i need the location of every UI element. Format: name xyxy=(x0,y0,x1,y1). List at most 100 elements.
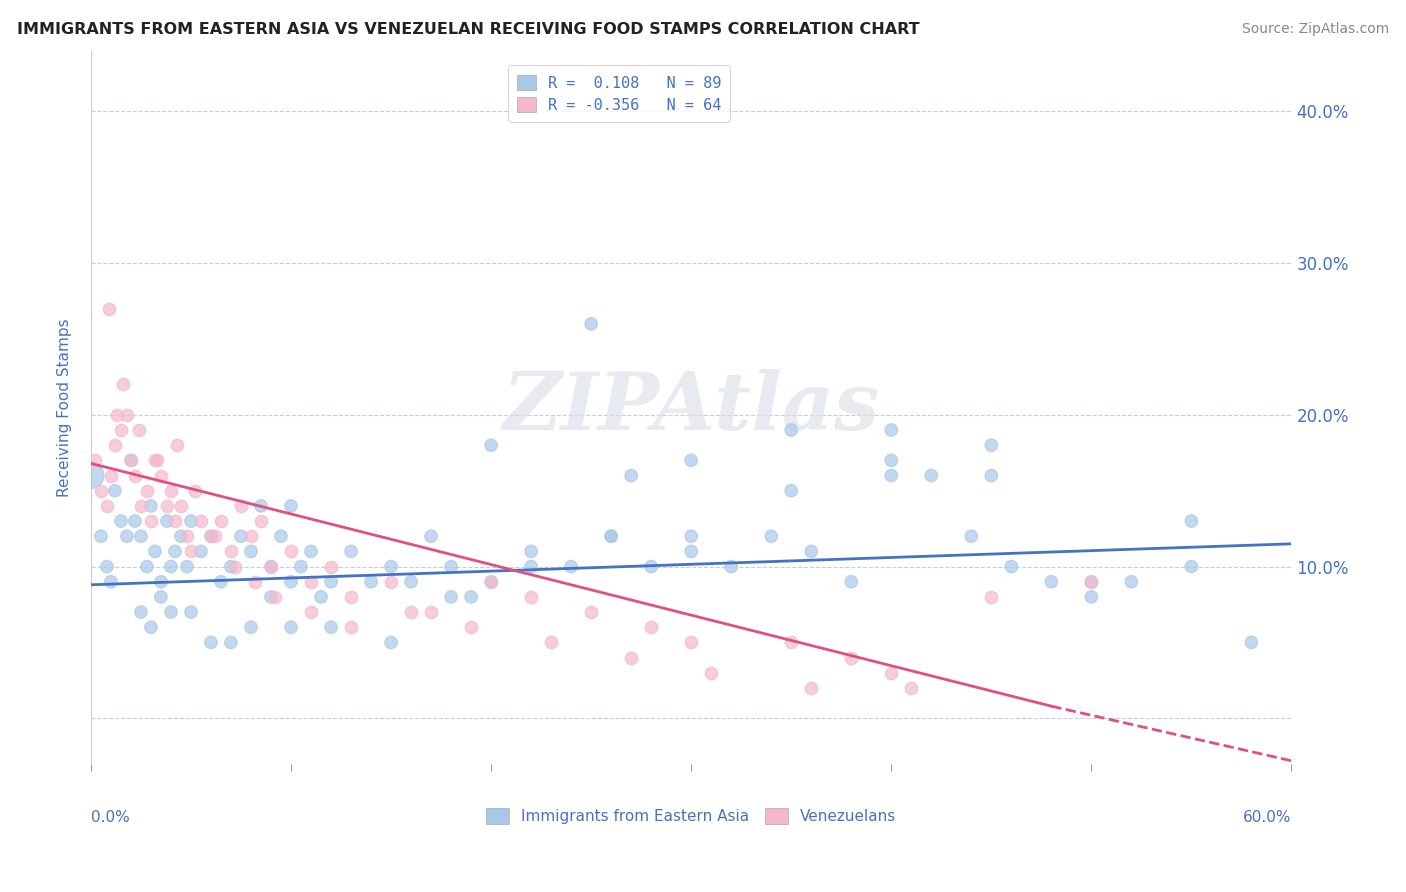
Point xyxy=(681,453,703,467)
Point xyxy=(290,559,312,574)
Point xyxy=(100,468,122,483)
Point xyxy=(128,423,150,437)
Point xyxy=(176,559,198,574)
Text: Source: ZipAtlas.com: Source: ZipAtlas.com xyxy=(1241,22,1389,37)
Point xyxy=(460,620,482,634)
Point xyxy=(880,423,903,437)
Point xyxy=(340,590,363,604)
Point xyxy=(1240,635,1263,649)
Point xyxy=(166,438,188,452)
Point xyxy=(120,453,142,467)
Point xyxy=(250,499,273,513)
Point xyxy=(190,514,212,528)
Point xyxy=(420,605,443,619)
Point xyxy=(160,483,183,498)
Point xyxy=(176,529,198,543)
Point xyxy=(240,544,263,558)
Point xyxy=(520,590,543,604)
Point xyxy=(110,423,132,437)
Point xyxy=(104,483,127,498)
Point xyxy=(84,453,107,467)
Point xyxy=(479,574,502,589)
Point xyxy=(219,559,242,574)
Point xyxy=(780,635,803,649)
Point xyxy=(1080,590,1102,604)
Point xyxy=(800,544,823,558)
Point xyxy=(560,559,582,574)
Point xyxy=(90,529,112,543)
Point xyxy=(520,544,543,558)
Point xyxy=(200,529,222,543)
Point xyxy=(640,620,662,634)
Point xyxy=(681,529,703,543)
Point xyxy=(96,559,118,574)
Point xyxy=(170,529,193,543)
Point xyxy=(240,620,263,634)
Point xyxy=(761,529,783,543)
Point xyxy=(149,590,172,604)
Point xyxy=(219,635,242,649)
Point xyxy=(600,529,623,543)
Point xyxy=(204,529,226,543)
Text: 60.0%: 60.0% xyxy=(1243,810,1292,825)
Point xyxy=(319,620,342,634)
Point xyxy=(97,301,120,316)
Point xyxy=(200,529,222,543)
Point xyxy=(180,605,202,619)
Point xyxy=(129,529,152,543)
Point xyxy=(139,499,162,513)
Point xyxy=(800,681,823,695)
Point xyxy=(440,559,463,574)
Point xyxy=(980,468,1002,483)
Point xyxy=(880,453,903,467)
Point xyxy=(129,605,152,619)
Point xyxy=(600,529,623,543)
Point xyxy=(124,468,146,483)
Point xyxy=(240,529,263,543)
Point xyxy=(1040,574,1063,589)
Point xyxy=(96,499,118,513)
Text: 0.0%: 0.0% xyxy=(91,810,129,825)
Point xyxy=(1000,559,1022,574)
Point xyxy=(681,544,703,558)
Point xyxy=(90,483,112,498)
Point xyxy=(149,574,172,589)
Point xyxy=(229,499,252,513)
Point xyxy=(260,559,283,574)
Point xyxy=(110,514,132,528)
Point xyxy=(139,514,162,528)
Point xyxy=(479,438,502,452)
Point xyxy=(209,574,232,589)
Point xyxy=(1180,514,1202,528)
Point xyxy=(839,574,862,589)
Point xyxy=(200,635,222,649)
Point xyxy=(229,529,252,543)
Point xyxy=(1180,559,1202,574)
Point xyxy=(980,438,1002,452)
Point xyxy=(136,483,159,498)
Point xyxy=(160,559,183,574)
Point xyxy=(900,681,922,695)
Point xyxy=(920,468,942,483)
Point xyxy=(299,574,322,589)
Point xyxy=(1080,574,1102,589)
Point xyxy=(540,635,562,649)
Point xyxy=(420,529,443,543)
Point xyxy=(180,514,202,528)
Text: IMMIGRANTS FROM EASTERN ASIA VS VENEZUELAN RECEIVING FOOD STAMPS CORRELATION CHA: IMMIGRANTS FROM EASTERN ASIA VS VENEZUEL… xyxy=(17,22,920,37)
Point xyxy=(139,620,162,634)
Point xyxy=(280,620,302,634)
Point xyxy=(440,590,463,604)
Point xyxy=(520,559,543,574)
Point xyxy=(260,590,283,604)
Point xyxy=(224,559,246,574)
Point xyxy=(620,650,643,665)
Point xyxy=(115,408,138,422)
Point xyxy=(280,544,302,558)
Point xyxy=(880,665,903,680)
Point xyxy=(143,453,166,467)
Point xyxy=(219,544,242,558)
Point xyxy=(180,544,202,558)
Point xyxy=(190,544,212,558)
Point xyxy=(115,529,138,543)
